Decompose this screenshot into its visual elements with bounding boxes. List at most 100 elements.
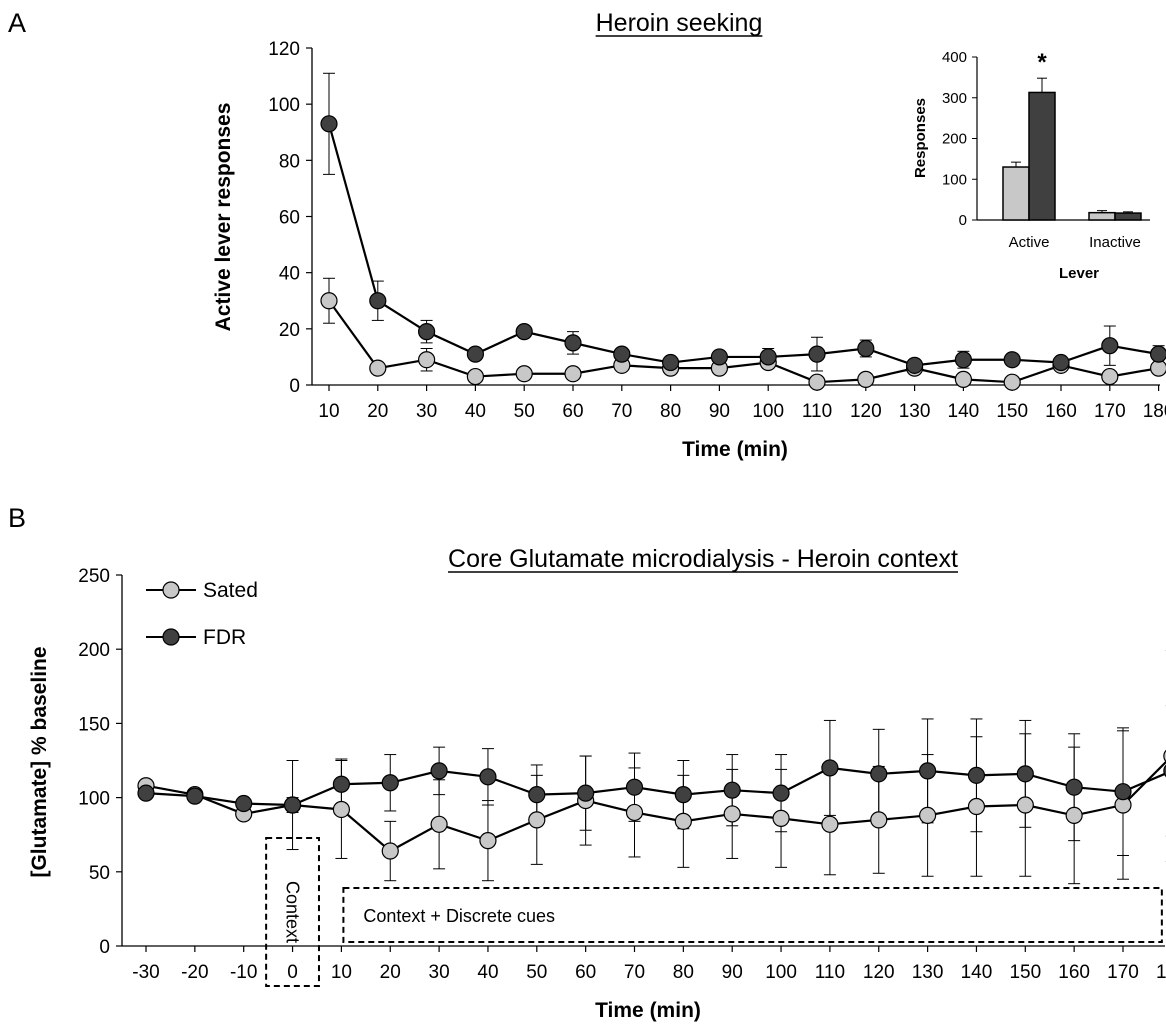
panel-a-x-tick-label: 110 — [802, 401, 832, 422]
inset-significance-marker: * — [1037, 49, 1047, 76]
panel-a-data-point-fdr — [954, 351, 973, 369]
panel-b-data-point-fdr — [1065, 778, 1083, 796]
panel-a-x-tick-label: 130 — [899, 401, 931, 422]
panel-b-data-point-fdr — [1114, 783, 1132, 801]
panel-b-axes: 0 50 100 150 200 250 -30 -20 -10 0 10 20 30 40 50 60 70 8… — [78, 566, 1166, 983]
panel-b-data-point-sated — [967, 797, 986, 816]
panel-a-y-tick-label: 120 — [268, 39, 300, 60]
panel-a-data-point-fdr — [905, 356, 924, 374]
panel-b-data-point-sated — [1065, 806, 1083, 825]
panel-b-x-tick-label: 110 — [815, 962, 845, 983]
panel-b-x-tick-label: 90 — [722, 962, 743, 983]
panel-b-data-point-fdr — [332, 775, 350, 793]
legend-label-fdr: FDR — [203, 626, 246, 649]
panel-b-series-line-fdr — [145, 766, 1166, 807]
panel-b-data-point-fdr — [528, 786, 546, 804]
panel-a-data-point-fdr — [418, 323, 436, 341]
inset-x-axis-label: Lever — [1059, 265, 1099, 282]
panel-a-y-tick-label: 100 — [268, 95, 300, 116]
panel-b-x-tick-label: 100 — [765, 962, 797, 983]
panel-b-data-point-sated — [1016, 796, 1034, 814]
panel-a-data-point-sated — [564, 365, 582, 383]
panel-a-y-axis-label: Active lever responses — [212, 103, 235, 332]
panel-a-data-point-fdr — [857, 339, 875, 358]
panel-b-y-tick-label: 100 — [78, 789, 110, 810]
inset-bar-fdr-active — [1028, 91, 1056, 221]
panel-a-data-point-fdr — [1150, 345, 1166, 363]
legend-marker-sated — [162, 581, 180, 599]
panel-b-data-point-sated — [674, 812, 692, 830]
legend: Sated FDR — [146, 579, 258, 649]
panel-a-data-point-sated — [954, 370, 973, 388]
context-annotation-label: Context — [283, 881, 303, 943]
panel-b-data-point-fdr — [1016, 765, 1034, 783]
panel-b-data-point-fdr — [137, 784, 155, 802]
inset-y-axis-label: Responses — [912, 98, 929, 178]
panel-a-data-point-fdr — [1052, 353, 1070, 372]
panel-b-annotations: Context Context + Discrete cues — [265, 837, 1163, 987]
panel-a-inset: Responses Lever 0 100 200 300 400 Active Inact… — [912, 49, 1150, 282]
panel-a-x-tick-label: 50 — [514, 401, 535, 422]
panel-b-x-tick-label: 180 — [1156, 962, 1166, 983]
panel-b-data-point-fdr — [723, 781, 741, 799]
panel-a-x-tick-label: 80 — [660, 401, 681, 422]
panel-b-y-tick-label: 0 — [99, 937, 110, 958]
panel-b-y-tick-label: 200 — [78, 640, 110, 661]
panel-a-axes: 0 20 40 60 80 100 120 10 20 30 40 50 60 70 80 90 100 110 1… — [268, 39, 1166, 422]
panel-a-x-tick-label: 90 — [709, 401, 730, 422]
context-discrete-cues-annotation-box — [342, 887, 1163, 943]
inset-marks: * — [1002, 49, 1142, 221]
panel-b-x-tick-label: 170 — [1107, 962, 1139, 983]
panel-a-data-point-fdr — [564, 334, 582, 352]
panel-a-label: A — [8, 8, 26, 38]
panel-b-data-point-sated — [479, 832, 497, 850]
panel-a-y-tick-label: 0 — [289, 376, 300, 397]
panel-b-y-axis-label: [Glutamate] % baseline — [28, 646, 51, 877]
panel-b-data-point-fdr — [283, 796, 302, 814]
panel-b-data-point-fdr — [772, 784, 790, 802]
panel-a-data-point-fdr — [1101, 337, 1119, 355]
panel-b-x-tick-label: 10 — [331, 962, 352, 983]
legend-label-sated: Sated — [203, 579, 258, 602]
inset-y-tick-label: 200 — [942, 131, 967, 148]
panel-b-x-tick-label: 20 — [380, 962, 401, 983]
inset-error-bar-sated — [1097, 210, 1107, 213]
panel-b-title: Core Glutamate microdialysis - Heroin co… — [448, 545, 958, 573]
inset-y-tick-label: 0 — [959, 212, 967, 229]
panel-a-data-point-fdr — [808, 345, 826, 363]
panel-b-data-point-fdr — [235, 794, 253, 813]
panel-b-x-tick-label: 40 — [477, 962, 498, 983]
panel-b-x-tick-label: 160 — [1058, 962, 1090, 983]
panel-b-data-point-sated — [625, 803, 644, 822]
panel-a-x-tick-label: 10 — [318, 401, 339, 422]
panel-b-data-point-fdr — [967, 766, 986, 784]
panel-b-x-tick-label: -30 — [132, 962, 159, 983]
panel-a-series-line-sated — [328, 300, 1159, 384]
panel-a-data-point-sated — [418, 351, 436, 369]
panel-b-x-tick-label: 30 — [429, 962, 450, 983]
inset-error-bar-sated — [1011, 161, 1021, 168]
panel-a-x-tick-label: 150 — [996, 401, 1028, 422]
panel-b-data-point-sated — [430, 815, 448, 833]
panel-b-data-point-fdr — [186, 787, 204, 805]
panel-a-title: Heroin seeking — [596, 9, 763, 37]
panel-a-data-point-fdr — [710, 348, 729, 366]
inset-x-tick-label: Inactive — [1089, 234, 1141, 251]
panel-b-data-point-fdr — [381, 774, 399, 792]
panel-a-data-point-fdr — [661, 353, 680, 372]
panel-a-y-tick-label: 80 — [279, 151, 300, 172]
panel-a-data-point-fdr — [369, 292, 387, 310]
panel-b-data-point-fdr — [479, 768, 497, 786]
panel-b-data-point-sated — [870, 811, 888, 829]
panel-a-x-tick-label: 170 — [1094, 401, 1126, 422]
panel-a-data-point-fdr — [759, 348, 777, 366]
panel-b-x-tick-label: 130 — [912, 962, 944, 983]
panel-b-data-point-sated — [723, 805, 741, 823]
panel-a-x-tick-label: 30 — [416, 401, 437, 422]
panel-b-label: B — [8, 503, 26, 533]
inset-x-tick-label: Active — [1009, 234, 1050, 251]
inset-bar-sated-active — [1002, 166, 1030, 221]
panel-a-data-point-sated — [808, 373, 826, 391]
panel-b-x-tick-label: 0 — [287, 962, 298, 983]
panel-b-x-tick-label: 60 — [575, 962, 596, 983]
